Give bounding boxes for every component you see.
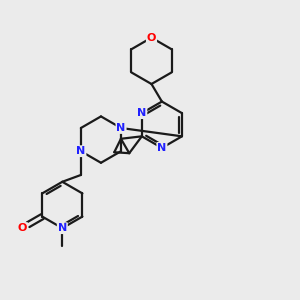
Text: N: N (137, 108, 146, 118)
Text: O: O (147, 33, 156, 43)
Text: N: N (58, 223, 67, 233)
Text: N: N (157, 143, 167, 153)
Text: O: O (18, 223, 27, 233)
Text: N: N (116, 123, 126, 133)
Text: N: N (76, 146, 86, 156)
